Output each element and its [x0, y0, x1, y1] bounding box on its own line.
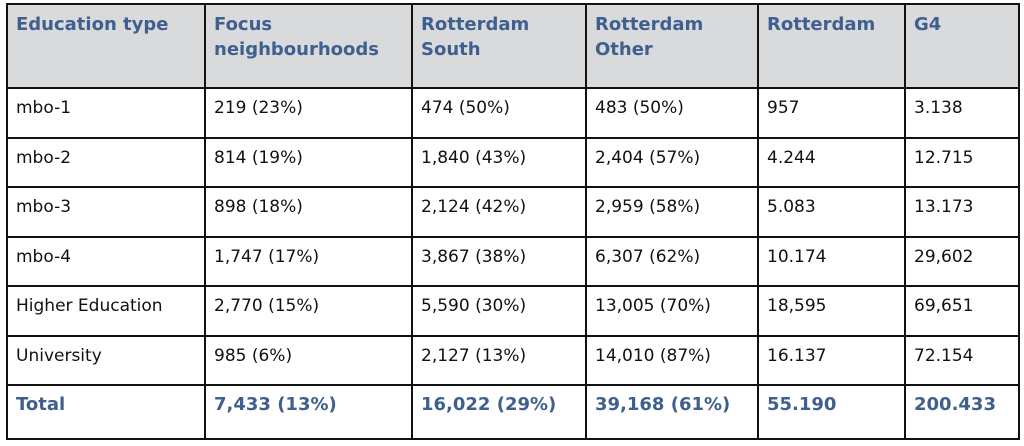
cell-rotterdam-other: 13,005 (70%): [585, 285, 759, 337]
cell-education-type: University: [6, 334, 206, 387]
cell-rotterdam: 16.137: [757, 334, 906, 387]
cell-focus-neighbourhoods: 898 (18%): [204, 186, 413, 238]
cell-rotterdam-south: 2,124 (42%): [411, 186, 587, 238]
table-row: mbo-3 898 (18%) 2,124 (42%) 2,959 (58%) …: [6, 186, 1020, 238]
table-row: University 985 (6%) 2,127 (13%) 14,010 (…: [6, 334, 1020, 387]
cell-rotterdam-other: 2,959 (58%): [585, 186, 759, 238]
cell-focus-neighbourhoods: 814 (19%): [204, 136, 413, 189]
header-g4: G4: [904, 3, 1020, 89]
cell-education-type: mbo-1: [6, 87, 206, 139]
cell-rotterdam-south: 2,127 (13%): [411, 334, 587, 387]
cell-rotterdam-other: 2,404 (57%): [585, 136, 759, 189]
cell-g4: 69,651: [904, 285, 1020, 337]
cell-rotterdam: 18,595: [757, 285, 906, 337]
cell-education-type: mbo-3: [6, 186, 206, 238]
total-row: Total 7,433 (13%) 16,022 (29%) 39,168 (6…: [6, 384, 1020, 440]
cell-education-type: Higher Education: [6, 285, 206, 337]
total-label: Total: [6, 384, 206, 440]
header-rotterdam-south: Rotterdam South: [411, 3, 587, 89]
cell-rotterdam-other: 483 (50%): [585, 87, 759, 139]
cell-rotterdam: 4.244: [757, 136, 906, 189]
header-rotterdam-other: Rotterdam Other: [585, 3, 759, 89]
cell-rotterdam: 5.083: [757, 186, 906, 238]
cell-rotterdam-south: 474 (50%): [411, 87, 587, 139]
cell-education-type: mbo-2: [6, 136, 206, 189]
cell-focus-neighbourhoods: 219 (23%): [204, 87, 413, 139]
cell-g4: 13.173: [904, 186, 1020, 238]
table-row: mbo-1 219 (23%) 474 (50%) 483 (50%) 957 …: [6, 87, 1020, 139]
header-rotterdam: Rotterdam: [757, 3, 906, 89]
table-row: mbo-4 1,747 (17%) 3,867 (38%) 6,307 (62%…: [6, 235, 1020, 288]
cell-rotterdam: 957: [757, 87, 906, 139]
cell-focus-neighbourhoods: 1,747 (17%): [204, 235, 413, 288]
total-rotterdam-south: 16,022 (29%): [411, 384, 587, 440]
education-table: Education type Focus neighbourhoods Rott…: [6, 3, 1020, 440]
cell-rotterdam-other: 6,307 (62%): [585, 235, 759, 288]
cell-focus-neighbourhoods: 2,770 (15%): [204, 285, 413, 337]
cell-g4: 3.138: [904, 87, 1020, 139]
cell-rotterdam-south: 3,867 (38%): [411, 235, 587, 288]
header-row: Education type Focus neighbourhoods Rott…: [6, 3, 1020, 89]
header-education-type: Education type: [6, 3, 206, 89]
cell-g4: 12.715: [904, 136, 1020, 189]
cell-g4: 29,602: [904, 235, 1020, 288]
header-focus-neighbourhoods: Focus neighbourhoods: [204, 3, 413, 89]
cell-rotterdam-south: 1,840 (43%): [411, 136, 587, 189]
total-rotterdam: 55.190: [757, 384, 906, 440]
cell-focus-neighbourhoods: 985 (6%): [204, 334, 413, 387]
total-g4: 200.433: [904, 384, 1020, 440]
total-rotterdam-other: 39,168 (61%): [585, 384, 759, 440]
table-row: Higher Education 2,770 (15%) 5,590 (30%)…: [6, 285, 1020, 337]
total-focus-neighbourhoods: 7,433 (13%): [204, 384, 413, 440]
cell-education-type: mbo-4: [6, 235, 206, 288]
cell-g4: 72.154: [904, 334, 1020, 387]
cell-rotterdam-other: 14,010 (87%): [585, 334, 759, 387]
cell-rotterdam: 10.174: [757, 235, 906, 288]
cell-rotterdam-south: 5,590 (30%): [411, 285, 587, 337]
table-row: mbo-2 814 (19%) 1,840 (43%) 2,404 (57%) …: [6, 136, 1020, 189]
